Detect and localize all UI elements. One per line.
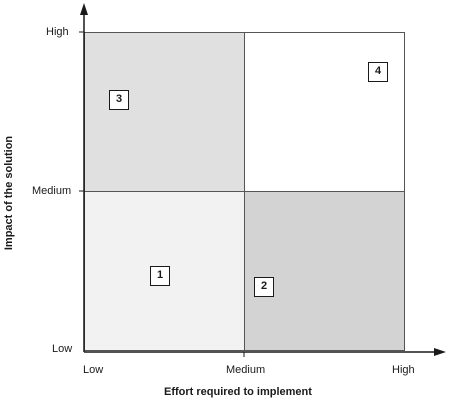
quadrant-low-impact-high-effort <box>244 191 405 351</box>
x-tick-label-low: Low <box>83 364 104 376</box>
x-tick-label-medium: Medium <box>226 364 266 376</box>
x-axis-arrowhead <box>434 348 446 356</box>
x-tick-label-high: High <box>392 364 415 376</box>
x-axis-title: Effort required to implement <box>164 386 312 398</box>
y-axis-arrowhead <box>80 3 88 15</box>
quadrant-number-3: 3 <box>109 90 129 110</box>
y-tick-label-low: Low <box>52 343 73 355</box>
quadrant-number-2: 2 <box>254 277 274 297</box>
quadrant-high-impact-low-effort <box>84 32 245 192</box>
quadrant-number-1: 1 <box>150 266 170 286</box>
quadrant-number-4: 4 <box>368 62 388 82</box>
y-tick-label-high: High <box>46 26 69 38</box>
y-axis-title: Impact of the solution <box>3 135 15 251</box>
y-tick-label-medium: Medium <box>32 185 72 197</box>
quadrant-high-impact-high-effort <box>244 32 405 192</box>
